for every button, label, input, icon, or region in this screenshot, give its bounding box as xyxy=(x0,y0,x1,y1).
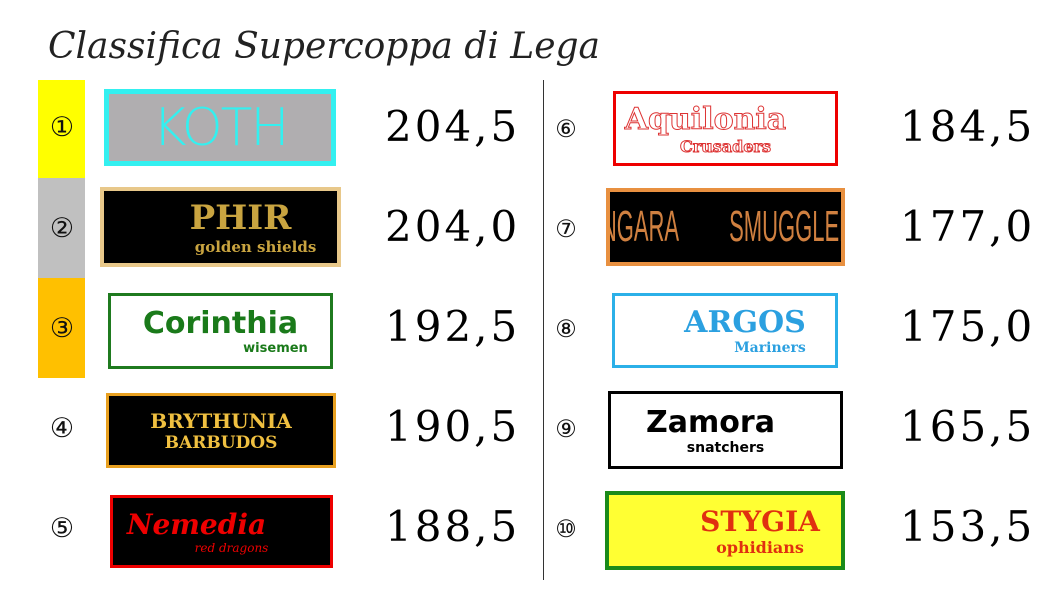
team-score: 192,5 xyxy=(385,302,521,351)
team-name: ARGOS xyxy=(684,305,806,340)
team-score: 175,0 xyxy=(900,302,1036,351)
team-name: BRYTHUNIA xyxy=(150,408,292,433)
team-name: STYGIA xyxy=(700,504,820,538)
team-logo-stygia: STYGIA ophidians xyxy=(605,491,845,570)
rank-badge: ⑧ xyxy=(555,315,577,343)
team-name: Aquilonia xyxy=(624,101,787,137)
team-logo-koth: KOTH xyxy=(104,89,336,166)
team-score: 188,5 xyxy=(385,502,521,551)
second-place-highlight xyxy=(38,178,85,278)
team-subtitle: SMUGGLERS xyxy=(729,201,841,251)
team-logo-argos: ARGOS Mariners xyxy=(612,293,838,368)
team-score: 177,0 xyxy=(900,202,1036,251)
team-logo-brythunia: BRYTHUNIA BARBUDOS xyxy=(106,393,336,468)
team-subtitle: Crusaders xyxy=(680,136,772,156)
rank-badge: ⑩ xyxy=(555,515,577,543)
team-subtitle: BARBUDOS xyxy=(164,432,278,453)
team-subtitle: golden shields xyxy=(194,238,317,256)
page-title: Classifica Supercoppa di Lega xyxy=(48,26,601,67)
team-name: Zamora xyxy=(646,404,775,440)
rank-badge: ⑨ xyxy=(555,415,577,443)
rank-badge: ④ xyxy=(49,413,75,444)
team-score: 153,5 xyxy=(900,502,1036,551)
rank-badge: ① xyxy=(49,112,75,143)
team-name: PHIR xyxy=(189,198,292,238)
team-score: 184,5 xyxy=(900,102,1036,151)
rank-badge: ③ xyxy=(49,313,75,344)
team-subtitle: ophidians xyxy=(716,537,804,557)
team-score: 204,5 xyxy=(385,102,521,151)
team-name: ZINGARA xyxy=(610,201,680,251)
rank-badge: ⑥ xyxy=(555,115,577,143)
column-divider xyxy=(543,80,544,580)
team-subtitle: Mariners xyxy=(734,340,806,356)
team-logo-nemedia: Nemedia red dragons xyxy=(110,495,333,568)
team-logo-corinthia: Corinthia wisemen xyxy=(108,293,333,369)
team-score: 165,5 xyxy=(900,402,1036,451)
team-logo-phir: PHIR golden shields xyxy=(100,187,341,267)
team-subtitle: wisemen xyxy=(243,341,308,356)
team-logo-zingara: ZINGARA SMUGGLERS xyxy=(606,188,845,266)
team-logo-aquilonia: Aquilonia Crusaders xyxy=(613,91,838,166)
team-subtitle: red dragons xyxy=(194,541,269,555)
team-name: Nemedia xyxy=(126,508,267,541)
rank-badge: ⑦ xyxy=(555,215,577,243)
team-subtitle: snatchers xyxy=(686,439,765,456)
team-name: Corinthia xyxy=(142,306,299,341)
team-score: 204,0 xyxy=(385,202,521,251)
team-logo-zamora: Zamora snatchers xyxy=(608,391,843,469)
rank-badge: ② xyxy=(49,213,75,244)
team-name: KOTH xyxy=(152,97,289,158)
third-place-highlight xyxy=(38,278,85,378)
first-place-highlight xyxy=(38,80,85,178)
team-score: 190,5 xyxy=(385,402,521,451)
rank-badge: ⑤ xyxy=(49,513,75,544)
